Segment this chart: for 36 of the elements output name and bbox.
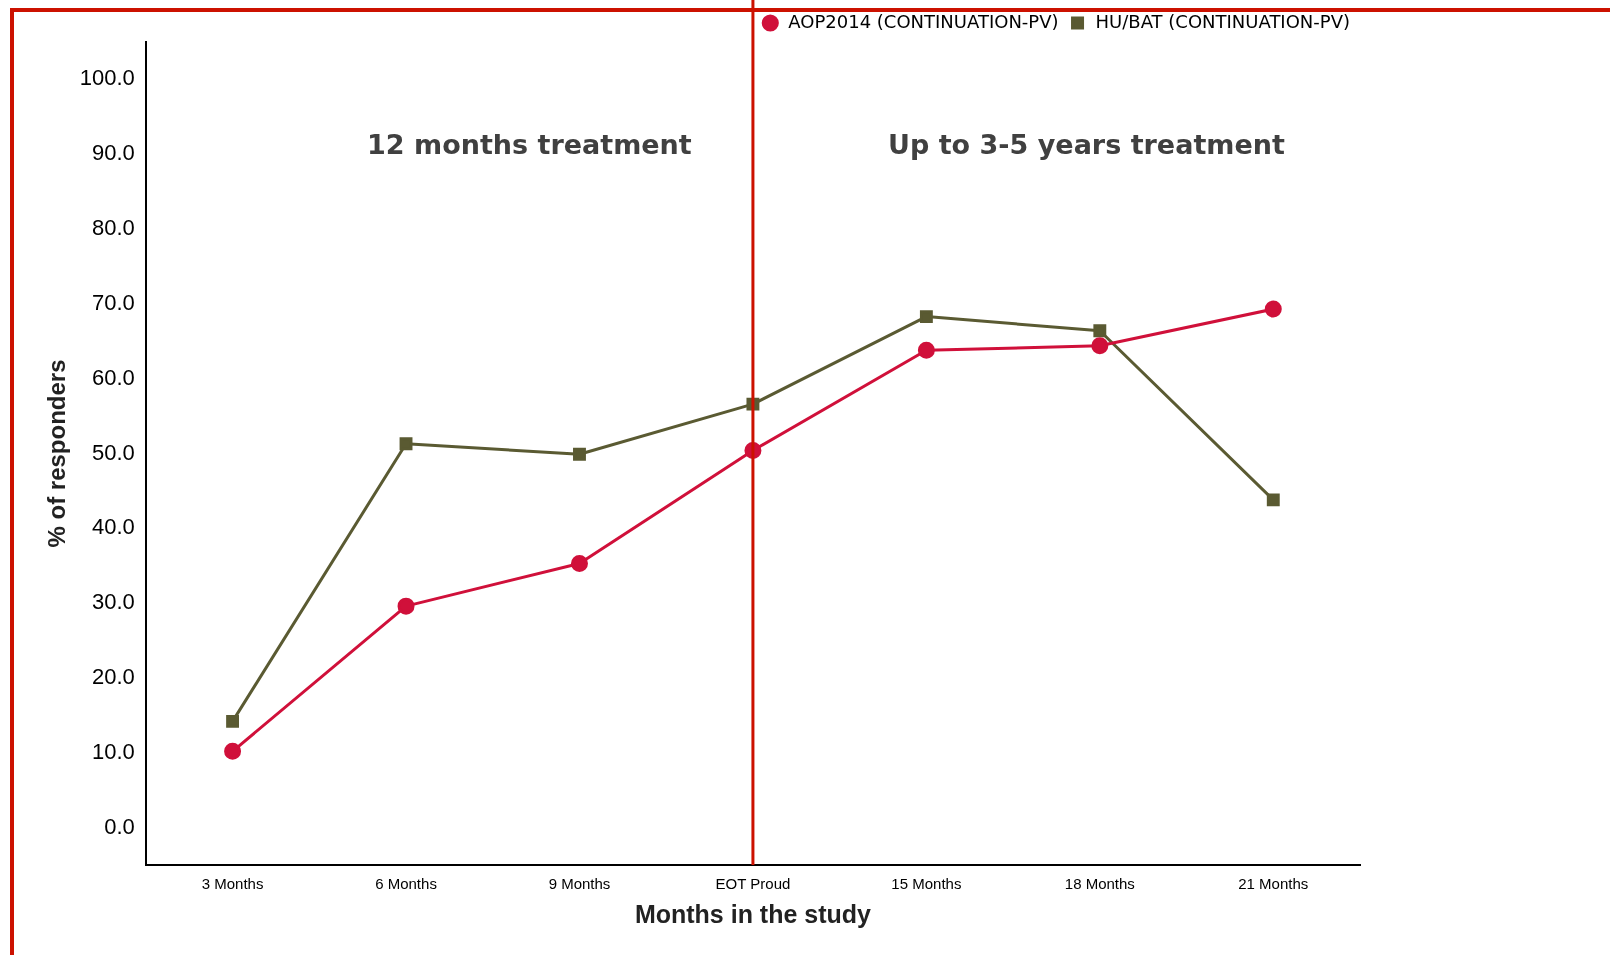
point xyxy=(224,742,242,760)
y-tick-label: 40.0 xyxy=(92,514,135,540)
x-tick-label: 18 Months xyxy=(1064,875,1135,893)
y-tick-label: 0.0 xyxy=(104,813,135,839)
legend-label: AOP2014 (CONTINUATION-PV) xyxy=(788,10,1059,32)
annotation: 12 months treatment xyxy=(367,128,692,160)
point xyxy=(397,597,415,615)
y-tick-label: 100.0 xyxy=(79,65,135,91)
x-tick-label: 3 Months xyxy=(201,875,264,893)
x-tick-label: 6 Months xyxy=(375,875,437,893)
x-tick-label: 21 Months xyxy=(1238,875,1309,893)
point xyxy=(1093,324,1107,338)
point xyxy=(399,437,413,451)
point xyxy=(1091,337,1109,355)
legend-label: HU/BAT (CONTINUATION-PV) xyxy=(1095,10,1351,32)
point xyxy=(1264,300,1282,318)
point xyxy=(570,554,588,572)
y-tick-label: 70.0 xyxy=(92,289,135,315)
y-tick-label: 30.0 xyxy=(92,589,135,615)
point xyxy=(917,341,935,359)
x-tick-label: 9 Months xyxy=(548,875,611,893)
y-tick-label: 10.0 xyxy=(92,738,135,764)
point xyxy=(573,447,586,461)
y-axis-title: % of responders xyxy=(43,359,71,548)
y-tick-label: 50.0 xyxy=(92,439,135,465)
x-axis-title: Months in the study xyxy=(634,899,872,928)
annotation: Up to 3-5 years treatment xyxy=(888,128,1285,160)
point xyxy=(1266,493,1280,507)
point xyxy=(919,310,933,324)
x-tick-label: 15 Months xyxy=(891,875,962,893)
y-tick-label: 20.0 xyxy=(92,664,135,690)
point xyxy=(226,714,240,728)
y-tick-label: 60.0 xyxy=(92,364,135,390)
y-tick-label: 80.0 xyxy=(92,215,135,241)
y-tick-label: 90.0 xyxy=(92,140,135,166)
x-tick-label: EOT Proud xyxy=(715,875,791,893)
